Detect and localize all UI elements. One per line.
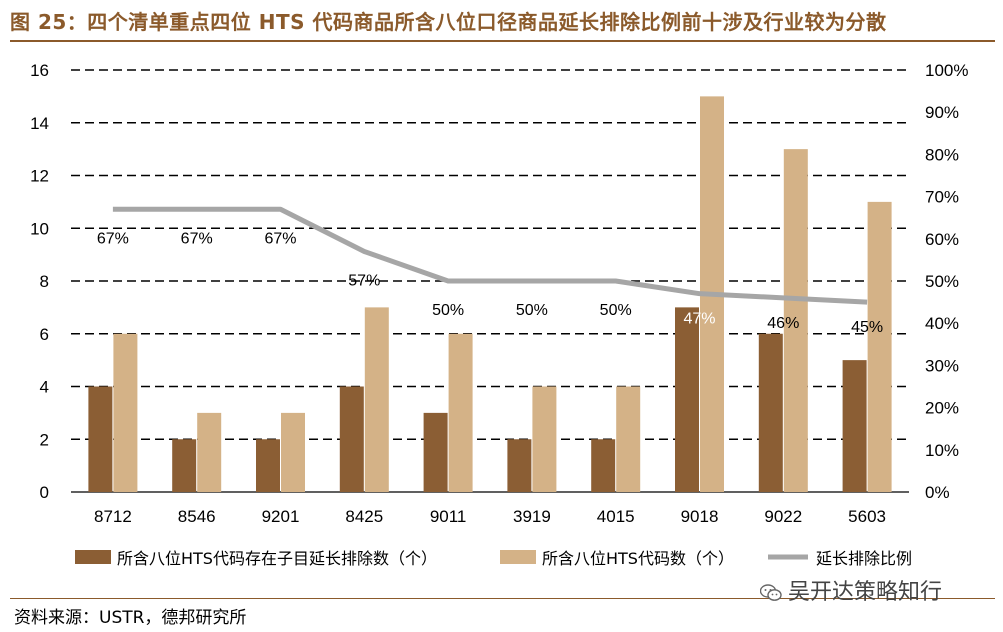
left-tick-label: 8 [40, 272, 49, 291]
data-label: 57% [348, 272, 380, 289]
source-note: 资料来源：USTR，德邦研究所 [14, 608, 247, 628]
x-tick-label: 9011 [430, 507, 467, 526]
figure-title: 图 25：四个清单重点四位 HTS 代码商品所含八位口径商品延长排除比例前十涉及… [10, 10, 887, 34]
bar-dark-9011 [423, 412, 448, 492]
bar-series [88, 96, 892, 492]
data-label: 50% [600, 302, 632, 319]
right-tick-label: 80% [925, 145, 959, 164]
data-label: 50% [516, 302, 548, 319]
legend-label: 所含八位HTS代码存在子目延长排除数（个） [117, 549, 437, 568]
data-label: 67% [264, 230, 296, 247]
left-tick-label: 14 [30, 114, 49, 133]
bar-light-5603 [867, 201, 892, 492]
watermark-text: 吴开达策略知行 [788, 580, 943, 605]
x-tick-label: 3919 [513, 507, 551, 526]
data-label: 45% [851, 319, 883, 336]
ratio-line [112, 206, 868, 305]
x-tick-label: 9018 [681, 507, 719, 526]
right-tick-label: 90% [925, 103, 959, 122]
category-labels: 8712 8546 9201 8425 9011 3919 4015 9018 9022 5603 [94, 507, 886, 526]
watermark: 吴开达策略知行 [760, 574, 942, 606]
right-tick-label: 30% [925, 356, 959, 375]
x-tick-label: 9201 [262, 507, 300, 526]
bar-light-9011 [448, 333, 473, 492]
right-tick-label: 50% [925, 272, 959, 291]
bar-dark-8712 [88, 386, 113, 492]
left-tick-label: 4 [40, 378, 49, 397]
right-tick-label: 0% [925, 483, 950, 502]
chart-area: 0 2 4 6 8 10 12 14 16 0% 10% 20% 30% 40% 50% 60% 70% 80%… [30, 61, 968, 568]
left-tick-label: 10 [30, 219, 49, 238]
data-label: 67% [181, 230, 213, 247]
left-tick-label: 12 [30, 167, 49, 186]
line-series [112, 206, 868, 305]
bar-dark-9018 [675, 307, 699, 492]
x-tick-label: 4015 [597, 507, 635, 526]
data-label: 50% [432, 302, 464, 319]
data-label: 46% [767, 315, 799, 332]
bar-dark-8425 [339, 386, 364, 492]
left-tick-label: 0 [40, 483, 49, 502]
legend-swatch [500, 550, 536, 564]
title-rule [10, 40, 995, 42]
x-tick-label: 8712 [94, 507, 132, 526]
left-axis-ticks: 0 2 4 6 8 10 12 14 16 [30, 61, 49, 502]
x-tick-label: 5603 [848, 507, 886, 526]
data-label: 67% [97, 230, 129, 247]
right-tick-label: 40% [925, 314, 959, 333]
source-rule [10, 598, 995, 599]
bar-light-8425 [364, 307, 389, 492]
bar-dark-8546 [172, 439, 197, 492]
bar-light-8546 [197, 412, 222, 492]
right-axis-ticks: 0% 10% 20% 30% 40% 50% 60% 70% 80% 90% 100% [925, 61, 968, 502]
data-label: 47% [683, 311, 715, 328]
bar-light-8712 [113, 333, 138, 492]
x-tick-label: 8425 [345, 507, 383, 526]
left-tick-label: 6 [40, 325, 49, 344]
x-tick-label: 8546 [178, 507, 216, 526]
bar-dark-4015 [591, 439, 616, 492]
wechat-icon [760, 584, 782, 601]
legend-swatch [75, 550, 111, 564]
bar-dark-3919 [507, 439, 532, 492]
bar-dark-9022 [758, 333, 783, 492]
legend: 所含八位HTS代码存在子目延长排除数（个） 所含八位HTS代码数（个） 延长排除比例 [75, 549, 912, 568]
x-tick-label: 9022 [764, 507, 802, 526]
bar-dark-5603 [842, 360, 867, 492]
right-tick-label: 60% [925, 230, 959, 249]
legend-label: 延长排除比例 [816, 549, 912, 568]
bar-light-9022 [783, 149, 808, 492]
right-tick-label: 70% [925, 188, 959, 207]
right-tick-label: 10% [925, 441, 959, 460]
right-tick-label: 20% [925, 399, 959, 418]
left-tick-label: 2 [40, 430, 49, 449]
bar-dark-9201 [256, 439, 280, 492]
legend-label: 所含八位HTS代码数（个） [542, 549, 734, 568]
bar-light-4015 [616, 386, 641, 492]
data-labels: 67% 67% 67% 57% 50% 50% 50% 47% 46% 45% [97, 230, 883, 336]
bar-light-9201 [281, 412, 305, 492]
left-tick-label: 16 [30, 61, 49, 80]
bar-light-3919 [532, 386, 557, 492]
right-tick-label: 100% [925, 61, 968, 80]
